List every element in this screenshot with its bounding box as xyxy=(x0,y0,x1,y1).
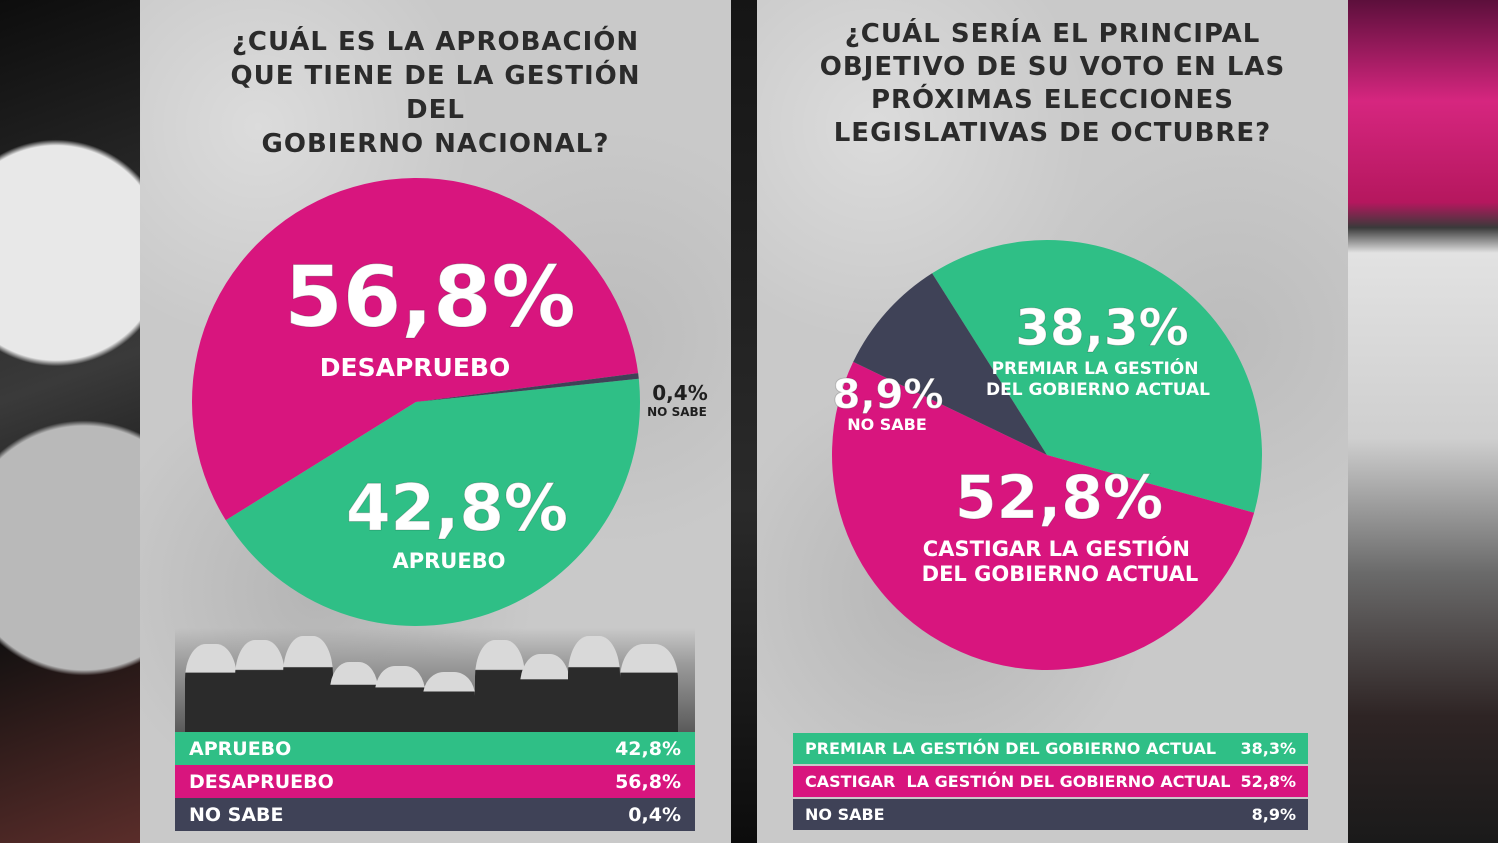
pie-slice-desapruebo xyxy=(191,177,639,521)
castigar-label-line-1: CASTIGAR LA GESTIÓN xyxy=(923,536,1190,561)
legend-row-castigar: CASTIGAR LA GESTIÓN DEL GOBIERNO ACTUAL … xyxy=(793,766,1308,797)
apruebo-category-label: APRUEBO xyxy=(392,549,505,573)
legend-row-apruebo: APRUEBO 42,8% xyxy=(175,732,695,765)
no-sabe-category-label: NO SABE xyxy=(847,415,927,434)
legend-value: 42,8% xyxy=(615,737,681,760)
legend-row-no-sabe: NO SABE 0,4% xyxy=(175,798,695,831)
legend-label: NO SABE xyxy=(805,805,885,824)
cabinet-group-photo xyxy=(175,628,695,732)
pie-slice-no-sabe xyxy=(853,273,1047,455)
pie-slice-apruebo xyxy=(225,378,641,626)
legend-value: 8,9% xyxy=(1251,805,1296,824)
pie-slice-castigar xyxy=(832,361,1255,670)
premiar-value-label: 38,3% xyxy=(1015,299,1188,357)
legend-label: CASTIGAR LA GESTIÓN DEL GOBIERNO ACTUAL xyxy=(805,772,1231,791)
pie-slice-premiar xyxy=(932,239,1263,513)
vote-objective-legend-table: PREMIAR LA GESTIÓN DEL GOBIERNO ACTUAL 3… xyxy=(793,733,1308,830)
premiar-label-line-1: PREMIAR LA GESTIÓN xyxy=(992,357,1199,379)
no-sabe-value-label: 0,4% xyxy=(652,381,707,405)
approval-question-title: ¿CUÁL ES LA APROBACIÓN QUE TIENE DE LA G… xyxy=(230,27,641,159)
background-photo-right xyxy=(1348,0,1498,843)
legend-value: 52,8% xyxy=(1240,772,1296,791)
castigar-label-line-2: DEL GOBIERNO ACTUAL xyxy=(922,562,1199,586)
castigar-value-label: 52,8% xyxy=(955,463,1163,533)
apruebo-value-label: 42,8% xyxy=(346,472,568,546)
vote-objective-chart-panel: ¿CUÁL SERÍA EL PRINCIPAL OBJETIVO DE SU … xyxy=(757,0,1348,843)
castigar-category-label: CASTIGAR LA GESTIÓN DEL GOBIERNO ACTUAL xyxy=(922,536,1199,586)
legend-value: 56,8% xyxy=(615,770,681,793)
approval-legend-table: APRUEBO 42,8% DESAPRUEBO 56,8% NO SABE 0… xyxy=(175,732,695,831)
premiar-label-line-2: DEL GOBIERNO ACTUAL xyxy=(986,380,1210,400)
desapruebo-category-label: DESAPRUEBO xyxy=(320,353,510,382)
legend-label: NO SABE xyxy=(189,803,284,826)
legend-value: 38,3% xyxy=(1240,739,1296,758)
approval-pie-chart: 56,8% DESAPRUEBO 42,8% APRUEBO 0,4% NO S… xyxy=(191,177,708,626)
approval-chart-panel: ¿CUÁL ES LA APROBACIÓN QUE TIENE DE LA G… xyxy=(140,0,731,843)
no-sabe-value-label: 8,9% xyxy=(833,372,944,418)
legend-label: PREMIAR LA GESTIÓN DEL GOBIERNO ACTUAL xyxy=(805,739,1217,758)
background-photo-left xyxy=(0,0,140,843)
legend-label: APRUEBO xyxy=(189,737,292,760)
vote-objective-question-title: ¿CUÁL SERÍA EL PRINCIPAL OBJETIVO DE SU … xyxy=(819,19,1286,148)
background-photo-gap xyxy=(731,0,757,843)
premiar-category-label: PREMIAR LA GESTIÓN DEL GOBIERNO ACTUAL xyxy=(986,357,1210,400)
legend-label: DESAPRUEBO xyxy=(189,770,334,793)
vote-objective-pie-chart: 38,3% PREMIAR LA GESTIÓN DEL GOBIERNO AC… xyxy=(832,239,1263,670)
desapruebo-value-label: 56,8% xyxy=(284,248,575,346)
pie-slice-no-sabe xyxy=(416,373,639,402)
no-sabe-category-label: NO SABE xyxy=(647,405,707,419)
legend-row-desapruebo: DESAPRUEBO 56,8% xyxy=(175,765,695,798)
legend-value: 0,4% xyxy=(628,803,681,826)
legend-row-premiar: PREMIAR LA GESTIÓN DEL GOBIERNO ACTUAL 3… xyxy=(793,733,1308,764)
legend-row-no-sabe: NO SABE 8,9% xyxy=(793,799,1308,830)
